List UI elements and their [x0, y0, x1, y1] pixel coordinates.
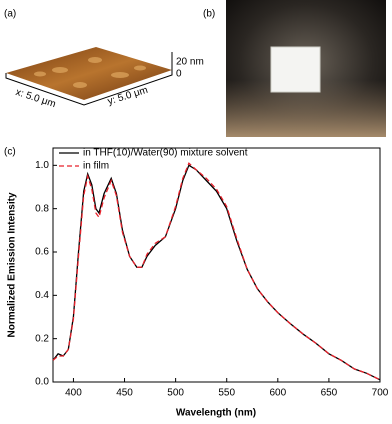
x-tick-label: 700 [372, 388, 389, 399]
z-top: 20 nm [176, 57, 204, 68]
panel-a: (a) 20 nm 0 x: 5.0 μm y: 5.0 μm [4, 9, 204, 110]
panel-label: (a) [4, 9, 16, 20]
x-tick-label: 600 [269, 388, 286, 399]
x-tick-label: 400 [65, 388, 82, 399]
x-label: x: 5.0 μm [14, 87, 57, 110]
plot-frame [52, 147, 381, 383]
y-tick-label: 0.2 [35, 333, 49, 344]
legend-label: in THF(10)/Water(90) mixture solvent [83, 148, 248, 159]
panel-label: (b) [203, 9, 215, 20]
y-axis-label: Normalized Emission Intensity [7, 192, 18, 337]
legend-label: in film [83, 161, 109, 172]
film-sample [270, 46, 321, 93]
panel-c: (c) Normalized Emission Intensity Wavele… [4, 147, 256, 419]
x-tick-label: 500 [167, 388, 184, 399]
x-tick-label: 450 [116, 388, 133, 399]
x-tick-label: 550 [218, 388, 235, 399]
y-tick-label: 1.0 [35, 160, 49, 171]
z-bottom: 0 [176, 69, 182, 80]
series-line [52, 162, 381, 381]
x-tick-label: 650 [321, 388, 338, 399]
y-tick-label: 0.0 [35, 377, 49, 388]
afm-texture [34, 57, 146, 88]
afm-surface [6, 47, 172, 100]
series-line [52, 164, 381, 381]
y-tick-label: 0.6 [35, 247, 49, 258]
y-tick-label: 0.4 [35, 290, 49, 301]
panel-label: (c) [4, 147, 16, 158]
x-axis-label: Wavelength (nm) [176, 408, 256, 419]
panel-b: (b) [203, 0, 386, 137]
y-tick-label: 0.8 [35, 203, 49, 214]
